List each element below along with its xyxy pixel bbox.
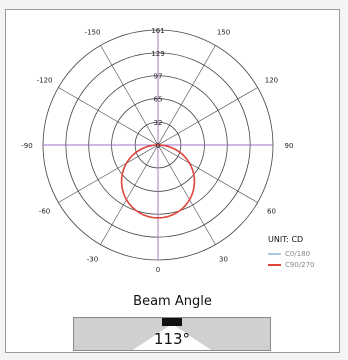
radial-tick-label: 129 — [151, 50, 164, 58]
polar-chart: 32 65 97 129 161 0 0 -150 150 -120 120 -90 90 -60 60 -3… — [21, 27, 294, 274]
beam-angle-diagram: 113° — [73, 317, 271, 351]
legend-unit: UNIT: CD — [268, 235, 304, 244]
legend: UNIT: CD C0/180 C90/270 — [268, 235, 340, 270]
beam-cone — [132, 324, 212, 350]
legend-item-c90-270: C90/270 — [268, 259, 340, 270]
grid-spoke — [100, 45, 159, 146]
beam-angle-title: Beam Angle — [133, 294, 212, 309]
angle-tick-label: 60 — [267, 208, 276, 216]
grid-spoke — [157, 87, 258, 146]
chart-panel: 32 65 97 129 161 0 0 -150 150 -120 120 -90 90 -60 60 -3… — [5, 9, 340, 353]
radial-tick-label: 65 — [154, 96, 163, 104]
radial-tick-label: 161 — [151, 27, 164, 35]
bottom-tick-label: 0 — [156, 266, 160, 274]
legend-item-c0-180: C0/180 — [268, 248, 340, 259]
angle-tick-label: -30 — [87, 255, 98, 263]
grid-spoke — [157, 144, 216, 245]
grid-spoke — [58, 144, 159, 203]
beam-cone-graphic — [132, 324, 212, 350]
angle-tick-label: -150 — [85, 29, 101, 37]
radial-tick-label: 97 — [154, 73, 163, 81]
beam-angle-value: 113° — [153, 330, 191, 348]
title-strip — [0, 0, 348, 9]
legend-label-c90-270: C90/270 — [285, 260, 315, 269]
angle-tick-label: 150 — [217, 29, 230, 37]
center-tick-label: 0 — [156, 142, 160, 150]
grid-spoke — [58, 87, 159, 146]
angle-tick-label: 30 — [219, 255, 228, 263]
radial-tick-label: 32 — [154, 119, 163, 127]
series-line-c90-270 — [120, 144, 196, 219]
angle-tick-label: -90 — [21, 142, 32, 150]
legend-swatch-c0-180 — [268, 252, 281, 255]
legend-swatch-c90-270 — [268, 263, 281, 266]
angle-tick-label: -120 — [37, 77, 53, 85]
lamp-icon — [162, 318, 182, 326]
grid-spoke — [100, 144, 159, 245]
angle-tick-label: 120 — [265, 77, 278, 85]
angle-tick-label: -60 — [39, 208, 50, 216]
grid-spoke — [157, 45, 216, 146]
angle-tick-label: 90 — [285, 142, 294, 150]
grid-spoke — [157, 144, 258, 203]
legend-label-c0-180: C0/180 — [285, 249, 311, 258]
